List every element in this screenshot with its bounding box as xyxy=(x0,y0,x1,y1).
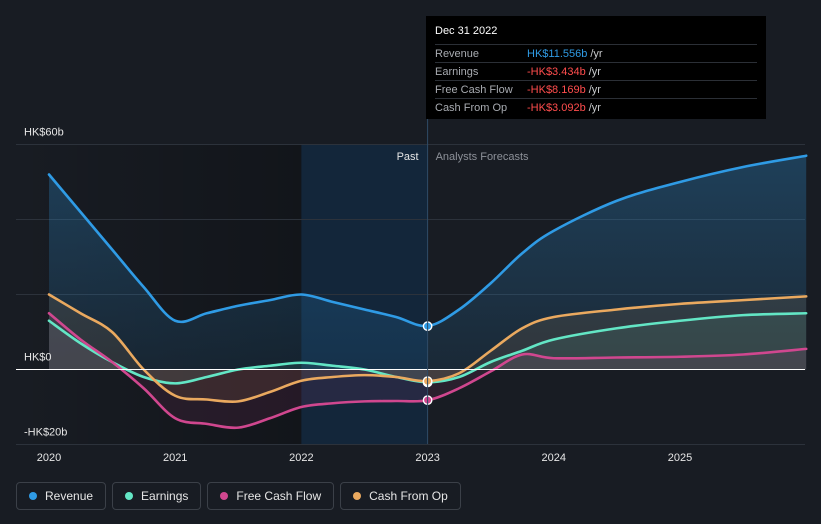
legend-item-revenue[interactable]: Revenue xyxy=(16,482,107,510)
legend-label: Free Cash Flow xyxy=(236,489,322,503)
tooltip-unit: /yr xyxy=(588,65,601,78)
tooltip-label: Free Cash Flow xyxy=(435,83,513,96)
cash-from-op-line xyxy=(47,293,808,404)
tooltip-row-earnings: Earnings -HK$3.434b /yr xyxy=(435,62,757,80)
y-tick-label: HK$60b xyxy=(24,127,64,139)
tooltip-row-revenue: Revenue HK$11.556b /yr xyxy=(435,44,757,62)
x-tick-label: 2024 xyxy=(542,452,566,464)
legend-label: Earnings xyxy=(141,489,189,503)
tooltip-value: -HK$3.434b xyxy=(527,65,586,78)
x-tick-label: 2020 xyxy=(37,452,61,464)
tooltip-unit: /yr xyxy=(590,47,603,60)
legend-item-cash-from-op[interactable]: Cash From Op xyxy=(340,482,461,510)
legend-dot-icon xyxy=(220,492,229,500)
x-tick-label: 2023 xyxy=(415,452,439,464)
past-label: Past xyxy=(397,151,419,163)
legend: Revenue Earnings Free Cash Flow Cash Fro… xyxy=(16,482,461,510)
tooltip-row-free-cash-flow: Free Cash Flow -HK$8.169b /yr xyxy=(435,80,757,98)
free-cash-flow-line xyxy=(47,311,808,430)
cash-from-op-area xyxy=(49,294,807,402)
tooltip-value: -HK$3.092b xyxy=(527,101,586,114)
tooltip-label: Cash From Op xyxy=(435,101,508,114)
tooltip-unit: /yr xyxy=(588,83,601,96)
tooltip-value: -HK$8.169b xyxy=(527,83,586,96)
legend-item-free-cash-flow[interactable]: Free Cash Flow xyxy=(207,482,335,510)
earnings-area xyxy=(49,313,807,384)
forecast-label: Analysts Forecasts xyxy=(436,151,529,163)
tooltip-date: Dec 31 2022 xyxy=(435,25,498,37)
revenue-line xyxy=(47,154,808,328)
legend-label: Cash From Op xyxy=(369,489,448,503)
tooltip-unit: /yr xyxy=(588,101,601,114)
y-tick-label: HK$0 xyxy=(24,352,52,364)
x-tick-label: 2022 xyxy=(289,452,313,464)
x-tick-label: 2021 xyxy=(163,452,187,464)
tooltip-value: HK$11.556b xyxy=(527,47,588,60)
legend-label: Revenue xyxy=(45,489,94,503)
legend-dot-icon xyxy=(125,492,134,500)
legend-dot-icon xyxy=(29,492,37,500)
legend-dot-icon xyxy=(353,492,362,500)
tooltip-panel: Dec 31 2022 Revenue HK$11.556b /yr Earni… xyxy=(426,16,766,119)
legend-item-earnings[interactable]: Earnings xyxy=(112,482,202,510)
revenue-area xyxy=(49,155,807,370)
tooltip-label: Earnings xyxy=(435,65,479,78)
x-tick-label: 2025 xyxy=(668,452,692,464)
tooltip-label: Revenue xyxy=(435,47,480,60)
tooltip-row-cash-from-op: Cash From Op -HK$3.092b /yr xyxy=(435,98,757,116)
y-tick-label: -HK$20b xyxy=(24,427,67,439)
